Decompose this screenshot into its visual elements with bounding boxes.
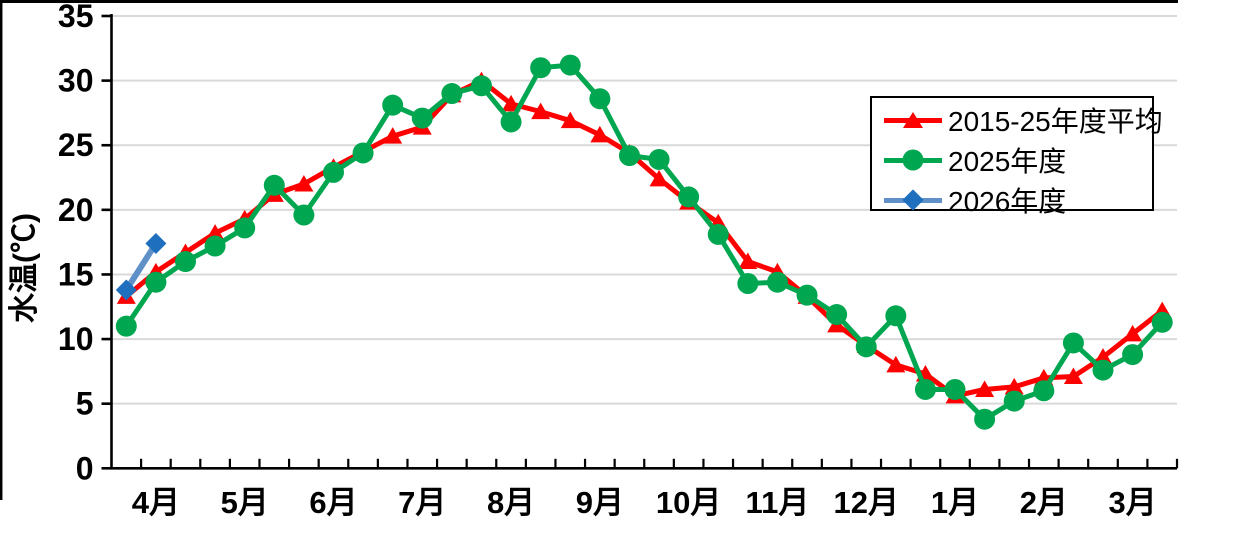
series-2025-marker [914,378,936,400]
series-2025-marker [707,223,729,245]
series-avg-marker [560,111,580,129]
series-avg-marker [1123,324,1143,342]
series-2025-marker [441,83,463,105]
y-tick-label-15: 15 [58,256,94,292]
series-2025-marker [885,305,907,327]
series-2025-marker [1003,390,1025,412]
series-2025-marker [678,186,700,208]
y-tick-label-0: 0 [76,450,94,486]
series-2026-marker [115,279,137,301]
series-2025-marker [145,271,167,293]
series-avg-marker [1004,377,1024,395]
circle-marker-icon [902,149,924,171]
series-2025-marker [1062,332,1084,354]
series-2025-marker [648,148,670,170]
series-avg-marker [531,102,551,120]
series-avg-marker [1063,367,1083,385]
series-2025-marker [974,408,996,430]
series-2025-marker [293,204,315,226]
series-2025-marker [352,142,374,164]
x-month-label-8: 11月 [746,485,810,520]
series-avg-marker [975,380,995,397]
legend-label-2026: 2026年度 [948,186,1067,217]
series-2025-marker [530,57,552,79]
series-2025-marker [766,271,788,293]
x-month-label-6: 9月 [576,485,624,520]
series-2025-marker [796,284,818,306]
series-2025-marker [1033,380,1055,402]
x-month-label-12: 3月 [1108,485,1156,520]
series-2025-marker [1122,344,1144,366]
series-avg-marker [383,127,403,144]
series-avg-marker [886,355,906,373]
series-avg-marker [205,224,225,241]
series-2025-marker [234,217,256,239]
series-2025-marker [322,161,344,183]
legend: 2015-25年度平均 2025年度 2026年度 [870,96,1163,217]
legend-item-2026: 2026年度 [884,180,1146,220]
legend-sample-2026 [884,189,942,211]
x-month-label-9: 12月 [833,485,898,520]
series-2025-marker [411,107,433,129]
series-2025-marker [618,145,640,167]
series-2025-marker [944,378,966,400]
diamond-marker-icon [902,189,924,211]
series-2025-marker [1151,311,1173,333]
series-2025-marker [737,273,759,295]
legend-item-2025: 2025年度 [884,140,1146,180]
legend-label-average: 2015-25年度平均 [948,106,1163,137]
x-month-label-2: 5月 [221,485,269,520]
x-month-label-5: 8月 [487,485,535,520]
series-avg-marker [649,169,669,187]
y-tick-label-5: 5 [76,386,94,422]
legend-sample-average [884,109,942,131]
legend-label-2025: 2025年度 [948,146,1067,177]
series-avg-marker [1093,348,1113,365]
y-tick-label-30: 30 [58,63,94,99]
y-tick-label-20: 20 [58,192,94,228]
y-tick-label-10: 10 [58,321,94,357]
triangle-marker-icon [903,112,923,128]
series-2025-marker [174,251,196,273]
series-avg-marker [501,94,521,112]
x-month-label-4: 7月 [398,485,446,520]
x-month-label-11: 2月 [1020,485,1068,520]
legend-item-average: 2015-25年度平均 [884,100,1163,140]
series-2025-marker [204,235,226,257]
series-2025-marker [470,75,492,97]
series-2025-marker [589,88,611,110]
series-2025-marker [500,111,522,133]
y-tick-label-35: 35 [58,0,94,34]
series-avg-marker [294,174,314,192]
series-2025-marker [559,54,581,76]
y-tick-label-25: 25 [58,127,94,163]
legend-sample-2025 [884,149,942,171]
y-axis-title: 水温(℃) [8,213,41,323]
x-month-label-10: 1月 [931,485,979,520]
series-2025-marker [855,336,877,358]
x-month-label-7: 10月 [656,485,721,520]
series-avg-marker [738,252,758,270]
x-month-label-3: 6月 [309,485,357,520]
series-2026-line [123,240,159,293]
series-2025-marker [382,94,404,116]
series-2025-marker [115,315,137,337]
series-2025-marker [1092,359,1114,381]
series-2025-marker [263,174,285,196]
series-2026-marker [145,232,167,254]
x-month-label-1: 4月 [132,485,180,520]
series-2025-marker [826,304,848,326]
series-avg-marker [590,125,610,143]
